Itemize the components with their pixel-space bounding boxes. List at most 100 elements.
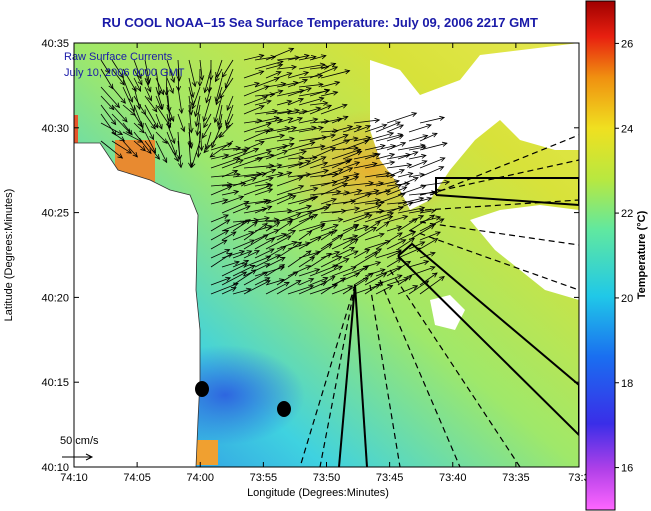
current-vector — [298, 256, 316, 268]
current-vector — [320, 234, 344, 250]
current-vector — [243, 184, 274, 196]
current-vector — [287, 159, 312, 169]
current-vector — [287, 98, 305, 106]
current-vector — [265, 118, 284, 124]
current-vector — [320, 176, 350, 187]
current-vector — [320, 277, 347, 295]
current-vector — [408, 196, 433, 205]
current-vector — [298, 268, 321, 277]
current-vector — [408, 265, 436, 277]
colorbar-tick-label: 18 — [621, 378, 633, 390]
current-vector — [298, 155, 318, 161]
current-vector — [331, 206, 361, 214]
current-vector — [203, 68, 212, 94]
current-vector — [111, 68, 125, 86]
current-vector — [408, 208, 425, 214]
colorbar-tick-label: 16 — [621, 463, 633, 475]
current-vector — [375, 221, 390, 232]
current-vector — [177, 86, 184, 114]
current-vector — [276, 171, 293, 178]
current-vector — [243, 105, 265, 115]
current-vector — [364, 221, 381, 232]
current-vector — [408, 134, 429, 142]
current-vector — [331, 238, 355, 250]
current-vector — [320, 197, 338, 205]
current-vector — [265, 47, 295, 61]
current-vector — [111, 131, 126, 142]
current-vector — [276, 271, 299, 286]
colorbar-label: Temperature (°C) — [636, 210, 648, 299]
current-vector — [265, 257, 286, 268]
land-cloud-ne — [370, 43, 579, 210]
current-vector — [276, 176, 304, 187]
current-vector — [342, 125, 363, 133]
current-vector — [210, 153, 230, 160]
station-marker-2 — [277, 401, 291, 417]
vector-scale-arrow — [62, 453, 94, 461]
current-vector — [210, 219, 231, 232]
current-vector — [243, 53, 265, 61]
current-vector — [243, 250, 260, 259]
current-vector — [375, 152, 396, 160]
x-tick-label: 74:10 — [60, 472, 88, 484]
current-vector — [210, 157, 241, 169]
current-vector — [397, 275, 413, 286]
current-vector — [232, 239, 256, 250]
current-vector — [197, 68, 203, 87]
current-vector — [111, 86, 126, 104]
current-vector — [265, 163, 283, 169]
current-vector — [397, 285, 419, 295]
current-vector — [221, 220, 246, 232]
current-vector — [408, 153, 427, 160]
current-vector — [232, 176, 257, 187]
current-vector — [243, 221, 258, 232]
current-vector — [243, 85, 270, 97]
y-tick-label: 40:10 — [41, 462, 69, 474]
current-vector — [375, 121, 401, 133]
current-vector — [397, 171, 414, 178]
land-cloud-se — [430, 295, 465, 330]
current-vector — [221, 59, 234, 78]
current-vector — [254, 77, 280, 88]
current-vector — [210, 229, 230, 241]
current-vector — [144, 77, 152, 93]
x-tick-label: 73:3 — [568, 472, 589, 484]
colorbar-tick-label: 24 — [621, 123, 633, 135]
current-vector — [331, 258, 350, 268]
current-vector — [232, 265, 256, 277]
current-vector — [386, 214, 409, 223]
current-vector — [265, 150, 289, 160]
current-vector — [375, 179, 400, 187]
current-vector — [298, 156, 327, 169]
current-vector — [276, 230, 297, 241]
transect-box-1 — [435, 177, 579, 207]
current-vector — [364, 123, 388, 133]
current-vector — [353, 135, 372, 142]
vector-scale-label: 50 cm/s — [60, 435, 99, 447]
current-vector — [100, 86, 121, 109]
current-vector — [309, 54, 327, 61]
current-vector — [309, 104, 333, 115]
current-vector — [287, 109, 308, 115]
current-vector — [364, 239, 391, 250]
current-vector — [199, 59, 205, 82]
current-vector — [100, 122, 124, 135]
annotation-line-2: July 10, 2006 0000 GMT — [64, 67, 185, 79]
current-vector — [232, 231, 255, 241]
current-vector — [320, 80, 341, 88]
current-vector — [320, 182, 349, 196]
current-vector — [364, 208, 385, 214]
current-vector — [320, 256, 343, 268]
current-vector — [177, 113, 186, 133]
x-tick-label: 73:40 — [439, 472, 467, 484]
y-tick-label: 40:15 — [41, 377, 69, 389]
current-vector — [298, 168, 330, 178]
y-axis-label: Latitude (Degrees:Minutes) — [3, 189, 15, 322]
current-vector — [298, 55, 317, 61]
current-vector — [155, 131, 168, 144]
current-vector — [243, 234, 269, 250]
current-vector — [265, 264, 286, 277]
current-vector — [298, 125, 325, 133]
current-vector — [298, 196, 317, 205]
current-vector — [353, 117, 381, 124]
